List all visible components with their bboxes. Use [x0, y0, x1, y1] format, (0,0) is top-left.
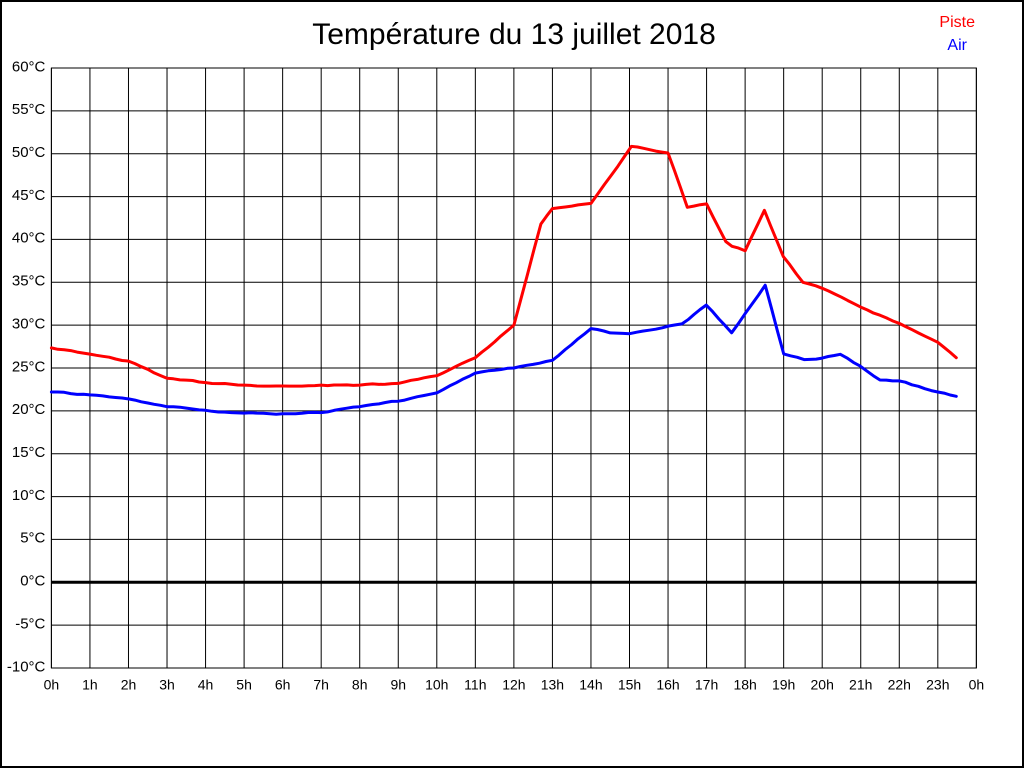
svg-text:55°C: 55°C: [12, 101, 46, 118]
svg-text:15°C: 15°C: [12, 444, 46, 461]
svg-text:22h: 22h: [888, 677, 911, 693]
svg-text:16h: 16h: [656, 677, 679, 693]
svg-text:4h: 4h: [198, 677, 214, 693]
svg-text:20°C: 20°C: [12, 401, 46, 418]
svg-text:-5°C: -5°C: [15, 615, 45, 632]
svg-text:12h: 12h: [502, 677, 525, 693]
svg-text:0h: 0h: [44, 677, 60, 693]
svg-text:3h: 3h: [159, 677, 175, 693]
svg-text:45°C: 45°C: [12, 187, 46, 204]
svg-text:2h: 2h: [121, 677, 137, 693]
svg-text:14h: 14h: [579, 677, 602, 693]
svg-text:1h: 1h: [82, 677, 98, 693]
svg-text:20h: 20h: [811, 677, 834, 693]
svg-text:0°C: 0°C: [20, 573, 45, 590]
svg-text:30°C: 30°C: [12, 315, 46, 332]
svg-text:15h: 15h: [618, 677, 641, 693]
svg-text:-10°C: -10°C: [7, 658, 46, 675]
svg-text:10h: 10h: [425, 677, 448, 693]
svg-text:0h: 0h: [969, 677, 985, 693]
svg-text:19h: 19h: [772, 677, 795, 693]
svg-text:35°C: 35°C: [12, 273, 46, 290]
svg-text:13h: 13h: [541, 677, 564, 693]
svg-text:11h: 11h: [464, 677, 486, 693]
svg-text:17h: 17h: [695, 677, 718, 693]
svg-text:9h: 9h: [390, 677, 406, 693]
svg-text:10°C: 10°C: [12, 487, 46, 504]
svg-text:6h: 6h: [275, 677, 291, 693]
svg-text:60°C: 60°C: [12, 58, 46, 75]
svg-text:18h: 18h: [733, 677, 756, 693]
svg-text:23h: 23h: [926, 677, 949, 693]
svg-text:8h: 8h: [352, 677, 368, 693]
svg-text:21h: 21h: [849, 677, 872, 693]
svg-text:50°C: 50°C: [12, 144, 46, 161]
svg-text:40°C: 40°C: [12, 230, 46, 247]
svg-text:5h: 5h: [236, 677, 252, 693]
svg-text:5°C: 5°C: [20, 530, 45, 547]
svg-text:25°C: 25°C: [12, 358, 46, 375]
svg-text:7h: 7h: [313, 677, 329, 693]
